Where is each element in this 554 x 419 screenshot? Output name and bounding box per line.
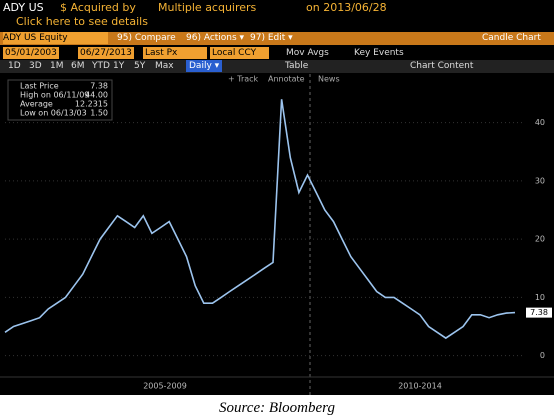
range-button[interactable]: 1M (50, 61, 64, 71)
currency-select[interactable]: Local CCY (210, 47, 269, 59)
last-price-label: 7.38 (530, 308, 548, 317)
legend-box (7, 79, 113, 121)
legend-value: 44.00 (85, 91, 108, 100)
start-date[interactable]: 05/01/2003 (3, 47, 59, 59)
range-button[interactable]: 3D (29, 61, 42, 71)
y-tick-label: 10 (535, 293, 545, 302)
y-tick-label: 0 (540, 351, 545, 360)
legend-label: Low on 06/13/03 (20, 109, 87, 118)
chart-kind: Candle Chart (482, 33, 541, 43)
legend-value: 7.38 (90, 82, 108, 91)
end-date[interactable]: 06/27/2013 (78, 47, 134, 59)
status: $ Acquired by (60, 1, 136, 14)
actions-button[interactable]: 96) Actions ▾ (186, 33, 245, 43)
y-tick-label: 30 (535, 176, 545, 185)
range-button[interactable]: 1D (8, 61, 21, 71)
range-button[interactable]: 5Y (134, 61, 146, 71)
range-button[interactable]: Max (155, 61, 174, 71)
legend-value: 1.50 (90, 109, 108, 118)
mov-avgs-toggle[interactable]: Mov Avgs (286, 48, 329, 58)
frequency-select[interactable]: Daily ▾ (186, 60, 223, 72)
legend-value: 12.2315 (75, 100, 108, 109)
key-events-toggle[interactable]: Key Events (354, 48, 404, 58)
news-tool[interactable]: News (318, 75, 340, 84)
range-button[interactable]: 1Y (113, 61, 125, 71)
terminal-header: ADY US $ Acquired by Multiple acquirers … (0, 0, 554, 74)
ticker: ADY US (3, 1, 44, 14)
acquirer: Multiple acquirers (158, 1, 257, 14)
legend-label: Last Price (20, 82, 59, 91)
security-input[interactable]: ADY US Equity (3, 32, 108, 44)
range-button[interactable]: 6M (71, 61, 85, 71)
table-button[interactable]: Table (285, 61, 309, 71)
x-period-label: 2010-2014 (398, 382, 442, 391)
field-select[interactable]: Last Px (143, 47, 207, 59)
track-tool[interactable]: + Track (228, 75, 259, 84)
y-tick-label: 20 (535, 235, 545, 244)
compare-button[interactable]: 95) Compare (117, 33, 176, 43)
legend-label: High on 06/11/09 (20, 91, 89, 100)
x-period-label: 2005-2009 (143, 382, 187, 391)
price-line (4, 99, 516, 340)
chart-content-button[interactable]: Chart Content (410, 61, 474, 71)
last-price-box (526, 307, 552, 318)
command-bar (0, 32, 554, 45)
y-tick-label: 40 (535, 118, 545, 127)
annotate-tool[interactable]: Annotate (268, 75, 305, 84)
caption: Source: Bloomberg (219, 400, 335, 416)
range-bar: 1D 3D 1M 6M YTD 1Y 5Y Max (0, 60, 554, 73)
details-link[interactable]: Click here to see details (16, 15, 148, 28)
edit-button[interactable]: 97) Edit ▾ (250, 33, 293, 43)
chart: + Track Annotate News Last Price 7.38High… (0, 74, 554, 395)
legend-label: Average (20, 100, 53, 109)
range-button[interactable]: YTD (92, 61, 110, 71)
acquired-date: on 2013/06/28 (306, 1, 387, 14)
